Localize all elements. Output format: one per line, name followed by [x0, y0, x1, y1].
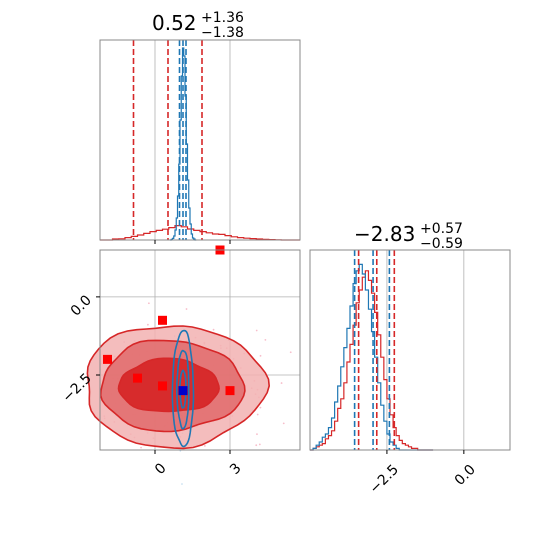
- sample-point: [255, 329, 258, 332]
- red-histogram-step: [100, 225, 300, 241]
- sample-point: [181, 483, 183, 485]
- sample-point: [147, 302, 150, 305]
- red-square-marker: [158, 315, 167, 325]
- sample-point: [255, 444, 258, 447]
- title-minus: −0.59: [420, 236, 463, 252]
- x-ticks: −2.5 0.0: [367, 450, 479, 497]
- sample-point: [212, 328, 215, 331]
- sample-point: [282, 422, 285, 425]
- title-plus: +1.36: [201, 10, 244, 26]
- red-square-marker: [225, 386, 235, 396]
- sample-point: [146, 323, 149, 326]
- grid-lines: [386, 250, 465, 450]
- quantile-lines: [353, 250, 396, 450]
- sample-point: [259, 354, 262, 357]
- sample-point: [203, 445, 206, 447]
- marginal-histogram-param2: −2.5 0.0 −2.83 +0.57 −0.59: [309, 221, 511, 497]
- blue-histogram-step: [310, 263, 434, 451]
- title-value: −2.83: [354, 222, 415, 246]
- red-square-marker: [103, 354, 112, 364]
- title-minus: −1.38: [201, 25, 244, 41]
- blue-contour: [171, 329, 195, 448]
- histogram-series: [100, 47, 300, 241]
- x-tick-label: −2.5: [367, 462, 402, 497]
- axes-frame: [99, 249, 301, 451]
- sample-point: [264, 338, 267, 341]
- x-tick-label: 0.0: [452, 462, 479, 489]
- blue-contour: [175, 349, 190, 430]
- marginal-histogram-param1: 0.52 +1.36 −1.38: [99, 10, 301, 244]
- y-tick-label: 0.0: [68, 292, 95, 319]
- axes-frame: [99, 39, 301, 241]
- sample-point: [140, 446, 142, 449]
- histogram-series: [310, 263, 434, 451]
- sample-point: [256, 413, 259, 416]
- sample-point: [289, 351, 292, 354]
- sample-point: [280, 382, 283, 384]
- title-plus: +0.57: [420, 221, 463, 237]
- sample-point: [258, 443, 261, 446]
- blue-square-marker: [178, 386, 188, 396]
- sample-point: [259, 406, 262, 409]
- x-ticks: [154, 240, 231, 244]
- x-tick-label: 3: [227, 460, 245, 478]
- red-square-marker: [133, 373, 142, 383]
- red-square-marker: [158, 381, 167, 391]
- axes-frame: [309, 249, 511, 451]
- blue-histogram-step: [170, 47, 197, 241]
- quantile-lines: [132, 40, 203, 240]
- marginal-title-param2: −2.83 +0.57 −0.59: [354, 221, 463, 252]
- title-value: 0.52: [152, 11, 197, 35]
- marginal-title-param1: 0.52 +1.36 −1.38: [152, 10, 244, 41]
- x-tick-label: 0: [152, 460, 170, 478]
- red-histogram-step: [310, 270, 434, 451]
- sample-point: [256, 433, 258, 436]
- grid-lines: [154, 40, 231, 240]
- sample-point: [185, 308, 188, 310]
